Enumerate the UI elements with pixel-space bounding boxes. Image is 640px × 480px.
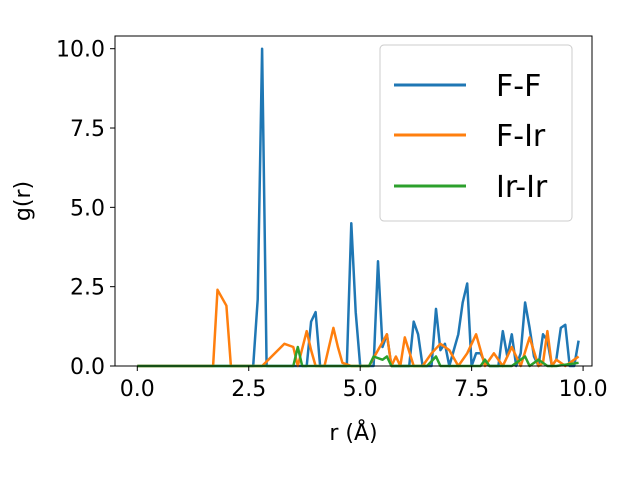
x-axis-label: r (Å) bbox=[329, 419, 377, 446]
legend: F-F F-Ir Ir-Ir bbox=[379, 44, 573, 222]
y-tick-label: 0.0 bbox=[70, 355, 105, 380]
plot-frame bbox=[114, 35, 593, 367]
x-tick-label: 7.5 bbox=[454, 377, 489, 402]
y-tick-label: 7.5 bbox=[70, 117, 105, 142]
x-tick-label: 10.0 bbox=[559, 377, 608, 402]
y-tick-label: 5.0 bbox=[70, 196, 105, 221]
y-axis-label: g(r) bbox=[11, 181, 36, 221]
legend-label-ff: F-F bbox=[496, 69, 541, 104]
x-tick-label: 2.5 bbox=[231, 377, 266, 402]
legend-label-irir: Ir-Ir bbox=[496, 170, 548, 205]
x-tick-label: 0.0 bbox=[120, 377, 155, 402]
legend-label-fir: F-Ir bbox=[496, 119, 546, 154]
y-axis-ticks: 0.0 2.5 5.0 7.5 10.0 bbox=[56, 38, 115, 380]
y-tick-label: 10.0 bbox=[56, 38, 105, 63]
x-tick-label: 5.0 bbox=[343, 377, 378, 402]
legend-box bbox=[379, 44, 573, 222]
y-tick-label: 2.5 bbox=[70, 276, 105, 301]
x-axis-ticks: 0.0 2.5 5.0 7.5 10.0 bbox=[120, 366, 608, 402]
